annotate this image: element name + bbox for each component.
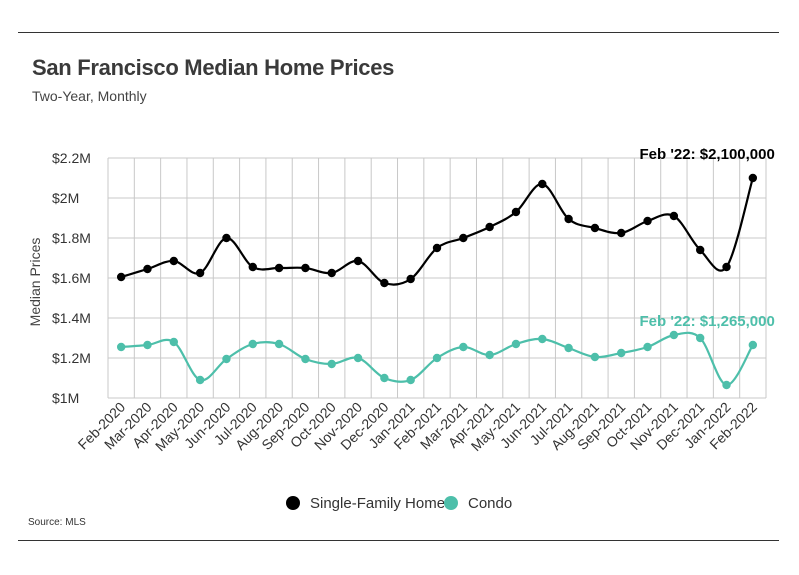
data-point-single-family [116,272,126,282]
data-point-condo [696,333,705,343]
data-point-single-family [301,263,310,273]
data-point-single-family [169,256,178,266]
data-point-single-family [274,263,284,273]
data-point-condo [222,354,231,364]
series-layer [116,173,758,390]
x-axis: Feb-2020Mar-2020Apr-2020May-2020Jun-2020… [75,399,761,454]
data-point-condo [327,359,336,369]
series-single-family [116,173,758,288]
data-point-condo [380,373,389,383]
data-point-condo [485,350,494,360]
y-tick-label: $1.2M [52,350,91,366]
data-point-single-family [696,245,705,255]
data-point-single-family [617,228,626,238]
chart-subtitle: Two-Year, Monthly [32,88,147,104]
data-point-single-family [459,233,468,243]
annotation-condo: Feb '22: $1,265,000 [640,313,775,330]
data-point-single-family [485,222,494,232]
data-point-condo [459,342,468,352]
y-tick-label: $2.2M [52,150,91,166]
y-axis-label: Median Prices [27,238,43,327]
data-point-condo [748,340,758,350]
data-point-single-family [643,216,652,226]
data-point-single-family [432,243,442,253]
data-point-single-family [511,207,521,217]
data-point-condo [617,348,626,358]
data-point-single-family [327,268,336,278]
data-point-single-family [353,256,363,266]
data-point-condo [406,375,415,385]
data-point-single-family [722,262,731,272]
data-point-condo [590,352,600,362]
y-tick-label: $1.4M [52,310,91,326]
chart-title: San Francisco Median Home Prices [32,55,395,80]
data-point-single-family [222,233,231,243]
legend: Single-Family Home Condo [286,495,512,512]
data-point-condo [301,354,310,364]
legend-label-single-family: Single-Family Home [310,495,445,512]
data-point-single-family [564,214,573,224]
data-point-single-family [669,211,679,221]
data-point-condo [511,339,521,349]
data-point-condo [116,342,126,352]
data-point-condo [564,343,573,353]
y-tick-label: $1.6M [52,270,91,286]
legend-marker-condo [444,496,458,510]
data-point-single-family [538,179,547,189]
legend-label-condo: Condo [468,495,512,512]
data-point-condo [353,353,363,363]
data-point-condo [432,353,442,363]
data-point-condo [538,334,547,344]
data-point-condo [143,340,152,350]
series-condo [116,330,758,390]
y-axis: $1M $1.2M $1.4M $1.6M $1.8M $2M $2.2M [52,150,91,406]
data-point-single-family [406,274,415,284]
y-tick-label: $1M [52,390,79,406]
data-point-condo [669,330,679,340]
data-point-condo [722,380,731,390]
data-point-single-family [195,268,205,278]
data-point-condo [274,339,284,349]
data-point-condo [643,342,652,352]
source-note: Source: MLS [28,517,86,528]
data-point-single-family [590,223,600,233]
grid [107,157,767,399]
data-point-condo [195,375,205,385]
data-point-single-family [380,278,389,288]
annotation-single-family: Feb '22: $2,100,000 [640,146,775,163]
data-point-condo [248,339,257,349]
y-tick-label: $1.8M [52,230,91,246]
data-point-condo [169,337,178,347]
annotations: Feb '22: $2,100,000 Feb '22: $1,265,000 [640,146,775,330]
data-point-single-family [143,264,152,274]
data-point-single-family [248,262,257,272]
legend-marker-single-family [286,496,300,510]
top-rule [18,32,779,33]
y-tick-label: $2M [52,190,79,206]
data-point-single-family [748,173,758,183]
series-line-single-family [120,177,754,286]
bottom-rule [18,540,779,541]
